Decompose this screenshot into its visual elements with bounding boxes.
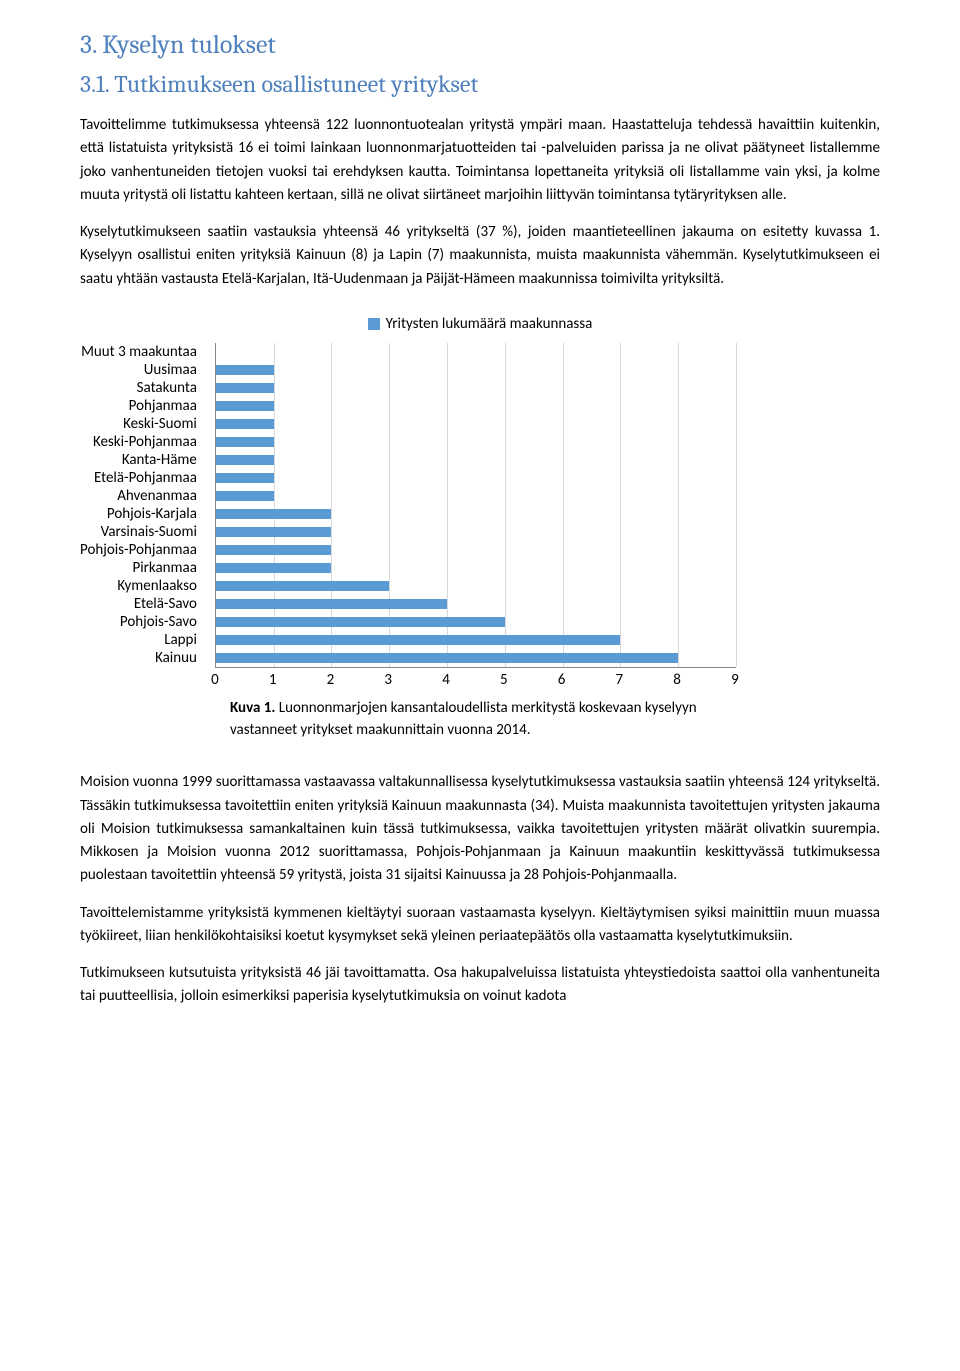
y-axis-label: Ahvenanmaa: [117, 487, 205, 505]
bar: [216, 617, 505, 627]
bar-row: [216, 541, 736, 559]
bar-row: [216, 433, 736, 451]
bars-container: [216, 343, 736, 667]
x-axis-tick: 9: [731, 671, 739, 689]
x-axis-tick: 6: [558, 671, 566, 689]
paragraph-3: Moision vuonna 1999 suorittamassa vastaa…: [80, 771, 880, 887]
heading-3: 3. Kyselyn tulokset: [80, 30, 880, 60]
bar-row: [216, 649, 736, 667]
x-axis-tick: 3: [384, 671, 392, 689]
y-axis-label: Pirkanmaa: [132, 559, 204, 577]
bar-row: [216, 361, 736, 379]
bar-row: [216, 631, 736, 649]
bar: [216, 527, 332, 537]
chart: Muut 3 maakuntaaUusimaaSatakuntaPohjanma…: [80, 343, 880, 690]
bar: [216, 401, 274, 411]
y-axis-label: Varsinais-Suomi: [101, 523, 205, 541]
bar-row: [216, 577, 736, 595]
x-axis-tick: 7: [616, 671, 624, 689]
x-axis-tick: 4: [442, 671, 450, 689]
bar-row: [216, 505, 736, 523]
bar: [216, 419, 274, 429]
y-axis-label: Pohjois-Savo: [120, 613, 205, 631]
x-axis-tick: 5: [500, 671, 508, 689]
y-axis-labels: Muut 3 maakuntaaUusimaaSatakuntaPohjanma…: [80, 343, 205, 690]
heading-3-1: 3.1. Tutkimukseen osallistuneet yritykse…: [80, 70, 880, 98]
paragraph-2: Kyselytutkimukseen saatiin vastauksia yh…: [80, 221, 880, 291]
bar-row: [216, 559, 736, 577]
bar: [216, 599, 447, 609]
y-axis-label: Uusimaa: [144, 361, 205, 379]
y-axis-label: Etelä-Pohjanmaa: [94, 469, 205, 487]
x-axis: 0123456789: [215, 668, 735, 690]
y-axis-label: Etelä-Savo: [134, 595, 205, 613]
y-axis-label: Kanta-Häme: [122, 451, 205, 469]
chart-legend: Yritysten lukumäärä maakunnassa: [220, 315, 740, 333]
bar-row: [216, 379, 736, 397]
caption-rest: Luonnonmarjojen kansantaloudellista merk…: [230, 699, 697, 739]
y-axis-label: Lappi: [164, 631, 205, 649]
bar-row: [216, 397, 736, 415]
bar: [216, 545, 332, 555]
bar: [216, 455, 274, 465]
bar: [216, 653, 678, 663]
legend-swatch: [368, 318, 380, 330]
bar-row: [216, 469, 736, 487]
bar-row: [216, 487, 736, 505]
bar: [216, 581, 389, 591]
y-axis-label: Pohjois-Pohjanmaa: [80, 541, 205, 559]
page: 3. Kyselyn tulokset 3.1. Tutkimukseen os…: [0, 0, 960, 1063]
chart-plot-area: 0123456789: [215, 343, 736, 690]
legend-label: Yritysten lukumäärä maakunnassa: [386, 315, 593, 333]
bar: [216, 383, 274, 393]
y-axis-label: Satakunta: [137, 379, 205, 397]
bar-row: [216, 415, 736, 433]
bar-row: [216, 343, 736, 361]
grid-line: [736, 343, 737, 667]
chart-figure: Yritysten lukumäärä maakunnassa Muut 3 m…: [80, 315, 880, 742]
bar: [216, 491, 274, 501]
bar: [216, 365, 274, 375]
plot: [215, 343, 736, 668]
x-axis-tick: 8: [673, 671, 681, 689]
bar: [216, 509, 332, 519]
x-axis-tick: 0: [211, 671, 219, 689]
paragraph-4: Tavoittelemistamme yrityksistä kymmenen …: [80, 902, 880, 949]
y-axis-label: Pohjois-Karjala: [107, 505, 205, 523]
bar: [216, 563, 332, 573]
bar-row: [216, 595, 736, 613]
y-axis-label: Muut 3 maakuntaa: [81, 343, 205, 361]
caption-bold: Kuva 1.: [230, 699, 275, 717]
bar-row: [216, 613, 736, 631]
paragraph-1: Tavoittelimme tutkimuksessa yhteensä 122…: [80, 114, 880, 207]
y-axis-label: Kainuu: [155, 649, 205, 667]
bar: [216, 437, 274, 447]
figure-caption: Kuva 1. Luonnonmarjojen kansantaloudelli…: [230, 698, 750, 742]
paragraph-5: Tutkimukseen kutsutuista yrityksistä 46 …: [80, 962, 880, 1009]
bar-row: [216, 523, 736, 541]
y-axis-label: Pohjanmaa: [129, 397, 205, 415]
x-axis-tick: 2: [327, 671, 335, 689]
bar: [216, 635, 620, 645]
y-axis-label: Keski-Pohjanmaa: [93, 433, 205, 451]
bar-row: [216, 451, 736, 469]
x-axis-tick: 1: [269, 671, 277, 689]
bar: [216, 473, 274, 483]
y-axis-label: Kymenlaakso: [117, 577, 205, 595]
y-axis-label: Keski-Suomi: [123, 415, 205, 433]
